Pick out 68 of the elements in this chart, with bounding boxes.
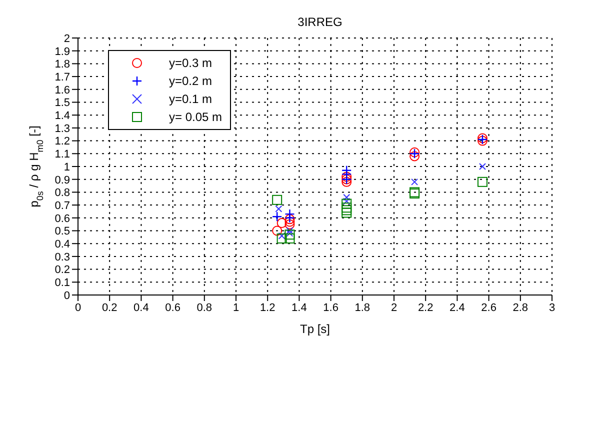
x-tick-label: 3: [548, 302, 556, 314]
x-tick-label: 2.8: [512, 302, 528, 314]
x-tick-label: 2.4: [450, 302, 465, 314]
x-tick-label: 1.6: [323, 302, 338, 314]
point: [342, 176, 352, 187]
y-tick-label: 1.1: [54, 148, 70, 161]
point: [477, 176, 488, 187]
y-tick-label: 1.2: [54, 136, 70, 148]
point: [276, 233, 287, 244]
x-tick-label: 0: [74, 302, 82, 314]
y-tick-label: 2: [64, 32, 70, 45]
y-tick-label: 1.3: [54, 122, 70, 135]
x-tick-label: 1: [232, 302, 240, 314]
y-tick-label: 1.4: [54, 110, 70, 122]
legend-label: y= 0.05 m: [169, 110, 222, 124]
y-tick-label: 1.9: [54, 46, 70, 58]
point: [410, 151, 420, 162]
point: [343, 198, 350, 205]
point: [278, 232, 286, 240]
x-tick-label: 0.4: [134, 302, 149, 314]
y-tick-label: 1.5: [54, 97, 70, 110]
y-tick-label: 0.5: [54, 226, 70, 238]
x-tick-label: 0.6: [165, 302, 180, 314]
point: [342, 198, 352, 209]
point: [272, 212, 282, 222]
y-tick-label: 1.6: [54, 84, 70, 96]
x-axis-title: Tp [s]: [300, 322, 330, 336]
point: [342, 205, 352, 216]
point: [478, 163, 486, 170]
chart-title: 3IRREG: [298, 15, 342, 29]
x-tick-label: 0.2: [102, 302, 118, 314]
point: [275, 205, 282, 212]
x-tick-label: 1.2: [260, 302, 276, 314]
y-tick-label: 0.2: [54, 264, 70, 276]
point: [342, 165, 352, 176]
point: [411, 178, 418, 186]
y-tick-label: 0.9: [54, 174, 70, 186]
point: [284, 216, 295, 227]
point: [284, 219, 295, 230]
y-tick-label: 0.7: [54, 200, 70, 212]
point: [272, 226, 282, 236]
point: [342, 202, 352, 213]
y-tick-label: 0.3: [54, 251, 70, 264]
y-tick-label: 1: [64, 161, 70, 174]
y-tick-label: 0: [64, 290, 70, 302]
y-tick-label: 1.7: [54, 71, 70, 84]
x-tick-label: 2.6: [481, 302, 496, 314]
point: [286, 227, 294, 234]
legend-label: y=0.3 m: [169, 56, 212, 70]
point: [272, 194, 282, 205]
legend-label: y=0.2 m: [169, 74, 212, 88]
x-tick-label: 1.8: [354, 302, 370, 314]
point: [342, 172, 352, 182]
x-tick-label: 1.4: [292, 302, 307, 314]
x-tick-label: 2.2: [418, 302, 434, 314]
x-tick-label: 0.8: [196, 302, 212, 314]
y-tick-label: 1.8: [54, 58, 70, 71]
legend-label: y=0.1 m: [169, 92, 212, 106]
y-tick-label: 0.8: [54, 187, 70, 200]
point: [276, 218, 287, 228]
point: [286, 230, 294, 237]
point: [284, 233, 295, 244]
point: [343, 194, 350, 201]
x-tick-label: 2: [390, 302, 398, 314]
y-tick-label: 0.4: [54, 238, 70, 251]
point: [284, 230, 295, 240]
y-tick-label: 0.6: [54, 212, 70, 225]
y-tick-label: 0.1: [54, 277, 70, 290]
